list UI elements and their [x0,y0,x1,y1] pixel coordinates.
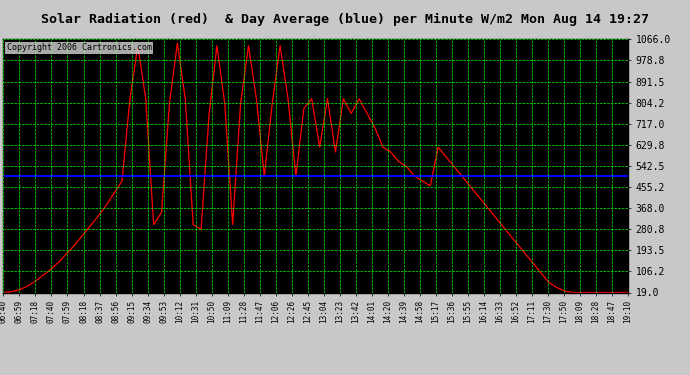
Text: Solar Radiation (red)  & Day Average (blue) per Minute W/m2 Mon Aug 14 19:27: Solar Radiation (red) & Day Average (blu… [41,13,649,26]
Text: Copyright 2006 Cartronics.com: Copyright 2006 Cartronics.com [7,43,152,52]
